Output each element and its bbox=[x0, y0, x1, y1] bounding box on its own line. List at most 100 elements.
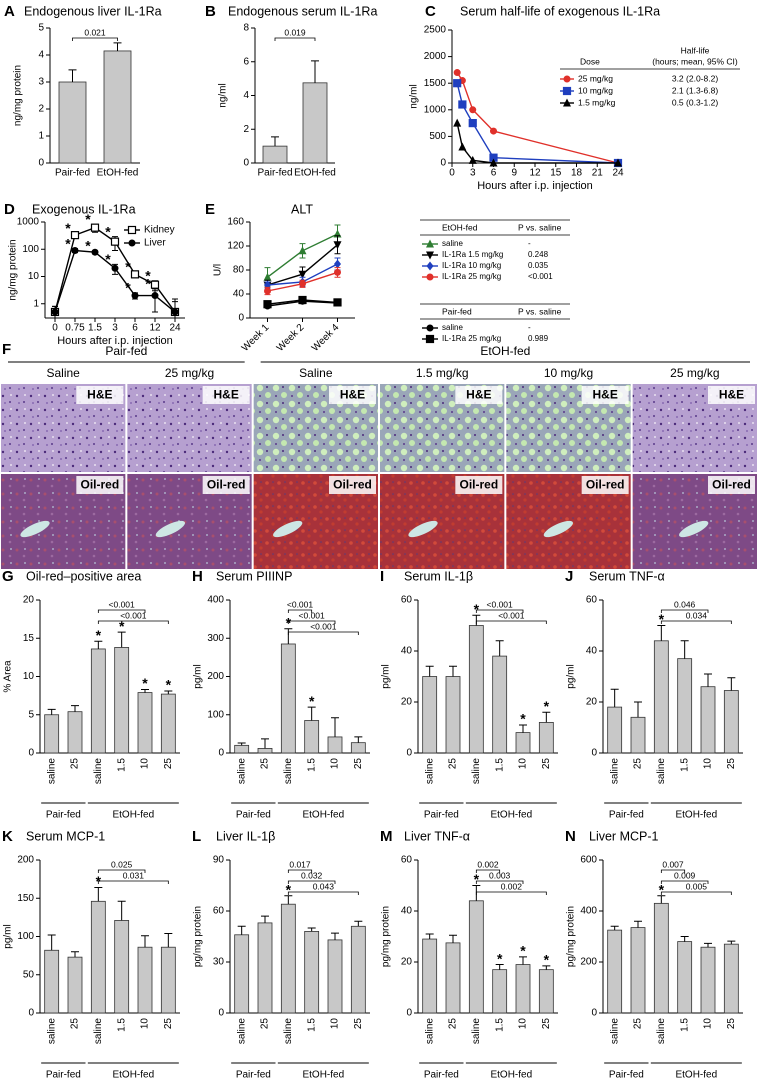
chart-title: Exogenous IL-1Ra bbox=[32, 202, 136, 216]
legend-group: EtOH-fed bbox=[442, 222, 478, 232]
legend-header: P vs. saline bbox=[518, 222, 562, 232]
chart-title: Serum PIIINP bbox=[216, 569, 292, 583]
column-label: 25 mg/kg bbox=[670, 366, 719, 380]
bar bbox=[677, 941, 693, 1014]
chart-title: Serum TNF-α bbox=[589, 569, 665, 583]
y-tick-label: 60 bbox=[213, 906, 225, 917]
bar bbox=[90, 900, 106, 1014]
group-label: EtOH-fed bbox=[480, 344, 530, 358]
x-tick-label: EtOH-fed bbox=[294, 168, 336, 179]
y-tick-label: 40 bbox=[233, 289, 245, 300]
stain-label: H&E bbox=[87, 388, 112, 402]
stain-badge bbox=[329, 386, 376, 404]
column-label: Saline bbox=[46, 366, 80, 380]
x-tick-label: 1.5 bbox=[88, 323, 102, 334]
bar bbox=[137, 946, 153, 1014]
significance: * bbox=[145, 276, 151, 292]
p-value: 0.034 bbox=[686, 610, 708, 620]
x-tick-label: Pair-fed bbox=[55, 168, 90, 179]
x-tick-label: saline bbox=[609, 758, 620, 785]
bracket bbox=[475, 880, 524, 884]
marker bbox=[333, 241, 342, 250]
chart-title: Liver TNF-α bbox=[404, 829, 470, 843]
bar bbox=[422, 676, 438, 754]
y-tick-label: 6 bbox=[243, 56, 249, 67]
y-tick-label: 1 bbox=[33, 298, 39, 309]
x-tick-label: 25 bbox=[633, 758, 644, 770]
error-bar bbox=[261, 738, 269, 749]
panel-letter: D bbox=[4, 201, 15, 218]
panel-letter: J bbox=[565, 568, 573, 585]
bar bbox=[234, 744, 250, 754]
x-tick-label: 10 bbox=[518, 1018, 529, 1030]
y-tick-label: 0 bbox=[440, 158, 446, 169]
x-tick-label: 12 bbox=[529, 168, 541, 179]
error-bar bbox=[261, 915, 269, 923]
chart-title: Endogenous serum IL-1Ra bbox=[228, 4, 377, 18]
x-tick-label: 25 bbox=[448, 758, 459, 770]
p-value: 0.031 bbox=[123, 870, 145, 880]
error-bar bbox=[542, 711, 551, 723]
bar bbox=[280, 903, 296, 1014]
x-tick-label: 25 bbox=[353, 758, 364, 770]
legend-p-value: 0.248 bbox=[528, 250, 549, 259]
y-tick-label: 1500 bbox=[424, 78, 447, 89]
bar bbox=[44, 949, 60, 1014]
significance: * bbox=[125, 280, 131, 296]
significance: * bbox=[544, 952, 550, 968]
chart-title: Serum MCP-1 bbox=[26, 829, 105, 843]
bracket bbox=[660, 891, 732, 895]
y-tick-label: 20 bbox=[401, 957, 413, 968]
p-value: 0.043 bbox=[313, 881, 335, 891]
legend-label: IL-1Ra 25 mg/kg bbox=[442, 334, 501, 343]
y-tick-label: 0 bbox=[28, 748, 34, 759]
bar bbox=[422, 938, 438, 1014]
x-tick-label: 1.5 bbox=[116, 1018, 127, 1032]
x-tick-label: 25 bbox=[260, 758, 271, 770]
stain-label: H&E bbox=[592, 388, 617, 402]
marker bbox=[468, 118, 477, 128]
y-axis-label: pg/mg protein bbox=[193, 906, 204, 967]
y-tick-label: 10 bbox=[28, 271, 40, 282]
panel-letter: A bbox=[4, 3, 15, 20]
p-value: 0.019 bbox=[284, 27, 306, 37]
legend-p-value: - bbox=[528, 239, 531, 248]
marker bbox=[128, 239, 136, 247]
error-bar bbox=[307, 927, 316, 932]
y-tick-label: 0 bbox=[238, 313, 244, 324]
bracket bbox=[97, 620, 169, 624]
significance: * bbox=[520, 711, 526, 727]
error-bar bbox=[449, 665, 457, 677]
stain-badge bbox=[581, 386, 629, 404]
legend-label: 10 mg/kg bbox=[578, 85, 613, 95]
marker bbox=[131, 292, 139, 300]
vessel bbox=[408, 520, 438, 538]
legend-header: P vs. saline bbox=[518, 306, 562, 316]
bracket bbox=[287, 869, 313, 873]
y-axis-label: ng/ml bbox=[218, 83, 229, 107]
x-tick-label: 1.5 bbox=[306, 1018, 317, 1032]
bar bbox=[304, 931, 320, 1014]
x-tick-label: 25 bbox=[353, 1018, 364, 1030]
stain-badge bbox=[202, 476, 250, 494]
y-tick-label: 1000 bbox=[424, 104, 447, 115]
error-bar bbox=[164, 932, 173, 948]
bar bbox=[515, 732, 531, 754]
stain-badge bbox=[76, 386, 124, 404]
error-bar bbox=[634, 701, 642, 718]
y-tick-label: 100 bbox=[17, 931, 34, 942]
significance: * bbox=[65, 235, 71, 251]
error-bar bbox=[542, 965, 551, 970]
bracket bbox=[97, 609, 146, 613]
x-tick-label: 1.5 bbox=[494, 758, 505, 772]
group-label: EtOH-fed bbox=[112, 1070, 154, 1081]
x-tick-label: 25 bbox=[726, 1018, 737, 1030]
error-bar bbox=[94, 640, 103, 649]
bar bbox=[44, 714, 60, 754]
x-axis-label: Hours after i.p. injection bbox=[57, 335, 173, 347]
bracket bbox=[72, 37, 118, 41]
y-tick-label: 40 bbox=[401, 646, 413, 657]
error-bar bbox=[354, 920, 363, 927]
significance: * bbox=[659, 611, 665, 627]
marker bbox=[453, 79, 462, 88]
